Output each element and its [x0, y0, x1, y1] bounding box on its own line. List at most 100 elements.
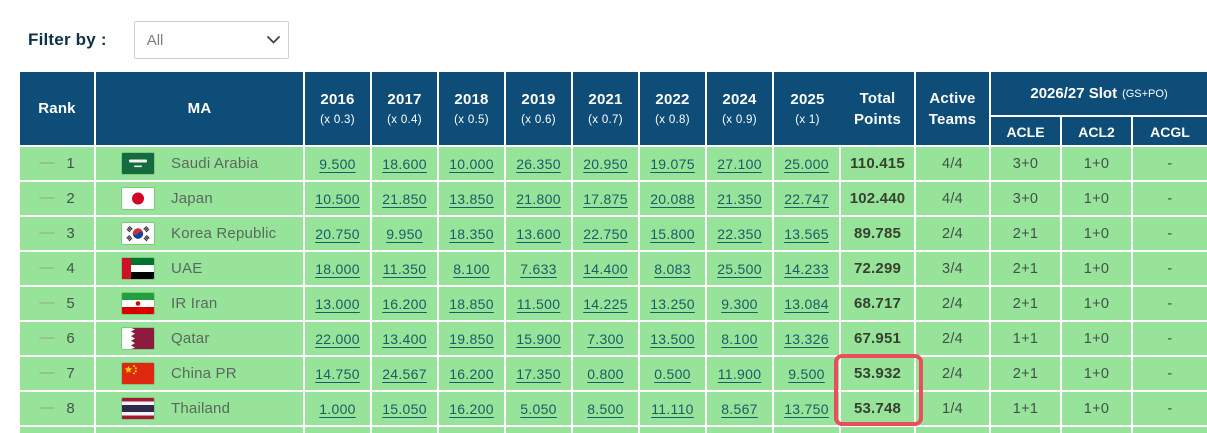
score-link-2024[interactable]: 11.900: [717, 365, 762, 382]
score-link-2022[interactable]: 11.110: [651, 400, 694, 417]
rank-cell: —5: [20, 287, 96, 320]
score-link-2025[interactable]: 14.233: [784, 260, 829, 277]
score-link-2021[interactable]: 0.800: [587, 365, 624, 382]
score-link-2025[interactable]: 13.084: [784, 295, 829, 312]
score-link-2022[interactable]: 13.500: [650, 330, 695, 347]
filter-select-wrap: All: [133, 21, 289, 59]
acgl-cell: -: [1167, 365, 1173, 382]
score-link-2017[interactable]: 9.950: [386, 225, 423, 242]
score-cell-2024: 25.500: [707, 252, 774, 285]
score-link-2017[interactable]: 13.400: [382, 330, 427, 347]
score-link-2022[interactable]: 15.800: [650, 225, 695, 242]
score-link-2018[interactable]: 18.850: [449, 295, 494, 312]
score-link-2018[interactable]: 19.850: [449, 330, 494, 347]
active-teams-cell: 2/4: [916, 217, 991, 250]
score-link-2021[interactable]: 8.500: [587, 400, 624, 417]
score-cell-2018: 8.100: [439, 252, 506, 285]
empty-cell: [305, 427, 372, 433]
flag-ir-iran-icon: [122, 293, 154, 314]
score-link-2019[interactable]: 15.900: [516, 330, 561, 347]
score-link-2022[interactable]: 8.083: [654, 260, 691, 277]
score-link-2017[interactable]: 21.850: [382, 190, 427, 207]
score-link-2017[interactable]: 18.600: [382, 155, 427, 172]
score-link-2025[interactable]: 9.500: [788, 365, 825, 382]
score-cell-2021: 22.750: [573, 217, 640, 250]
score-link-2019[interactable]: 26.350: [516, 155, 561, 172]
header-acl2: ACL2: [1062, 117, 1133, 147]
score-link-2021[interactable]: 14.400: [583, 260, 628, 277]
score-link-2024[interactable]: 21.350: [717, 190, 762, 207]
score-link-2018[interactable]: 10.000: [449, 155, 494, 172]
score-link-2021[interactable]: 14.225: [583, 295, 628, 312]
score-link-2022[interactable]: 19.075: [650, 155, 695, 172]
rank-number: 4: [66, 260, 75, 277]
acle-cell: 2+1: [991, 357, 1062, 390]
score-link-2017[interactable]: 15.050: [382, 400, 427, 417]
score-link-2016[interactable]: 20.750: [315, 225, 360, 242]
score-link-2016[interactable]: 10.500: [315, 190, 360, 207]
score-link-2019[interactable]: 17.350: [516, 365, 561, 382]
country-cell: UAE: [96, 252, 305, 285]
score-link-2019[interactable]: 7.633: [520, 260, 557, 277]
score-link-2024[interactable]: 22.350: [717, 225, 762, 242]
empty-cell: [96, 427, 305, 433]
score-cell-2022: 19.075: [640, 147, 707, 180]
score-cell-2025: 13.326: [774, 322, 841, 355]
score-link-2018[interactable]: 16.200: [449, 400, 494, 417]
score-link-2024[interactable]: 9.300: [721, 295, 758, 312]
score-cell-2019: 13.600: [506, 217, 573, 250]
acle-cell: 2+1: [991, 217, 1062, 250]
score-cell-2016: 22.000: [305, 322, 372, 355]
score-cell-2019: 7.633: [506, 252, 573, 285]
table-row-korea-republic: —3 Korea Republic 20.750 9.950 18.350 13.600 2…: [20, 217, 1207, 252]
score-link-2018[interactable]: 13.850: [449, 190, 494, 207]
score-link-2022[interactable]: 13.250: [650, 295, 695, 312]
rank-number: 8: [66, 400, 75, 417]
score-link-2025[interactable]: 13.750: [784, 400, 829, 417]
score-link-2018[interactable]: 18.350: [449, 225, 494, 242]
score-link-2025[interactable]: 22.747: [784, 190, 829, 207]
score-cell-2022: 8.083: [640, 252, 707, 285]
score-link-2021[interactable]: 17.875: [583, 190, 628, 207]
score-link-2016[interactable]: 13.000: [315, 295, 360, 312]
score-link-2018[interactable]: 16.200: [449, 365, 494, 382]
score-link-2016[interactable]: 14.750: [315, 365, 360, 382]
score-cell-2016: 14.750: [305, 357, 372, 390]
score-link-2024[interactable]: 8.567: [721, 400, 758, 417]
score-cell-2019: 21.800: [506, 182, 573, 215]
active-teams-cell: 4/4: [916, 147, 991, 180]
score-link-2017[interactable]: 11.350: [382, 260, 427, 277]
score-link-2025[interactable]: 13.326: [784, 330, 829, 347]
acgl-cell: -: [1167, 330, 1173, 347]
score-link-2024[interactable]: 8.100: [721, 330, 758, 347]
rank-cell: —3: [20, 217, 96, 250]
rank-change-icon: —: [39, 399, 54, 416]
filter-select[interactable]: All: [133, 21, 289, 59]
score-link-2016[interactable]: 1.000: [319, 400, 356, 417]
country-cell: Japan: [96, 182, 305, 215]
score-link-2017[interactable]: 24.567: [382, 365, 427, 382]
score-link-2022[interactable]: 0.500: [654, 365, 691, 382]
score-link-2019[interactable]: 21.800: [516, 190, 561, 207]
score-link-2024[interactable]: 25.500: [717, 260, 762, 277]
score-link-2022[interactable]: 20.088: [650, 190, 695, 207]
score-link-2016[interactable]: 9.500: [319, 155, 356, 172]
score-cell-2024: 8.567: [707, 392, 774, 425]
score-link-2019[interactable]: 5.050: [520, 400, 557, 417]
score-cell-2025: 9.500: [774, 357, 841, 390]
score-link-2016[interactable]: 22.000: [315, 330, 360, 347]
score-link-2017[interactable]: 16.200: [382, 295, 427, 312]
empty-cell: [916, 427, 991, 433]
score-link-2016[interactable]: 18.000: [315, 260, 360, 277]
score-link-2025[interactable]: 13.565: [784, 225, 829, 242]
score-link-2019[interactable]: 11.500: [516, 295, 561, 312]
score-link-2018[interactable]: 8.100: [453, 260, 490, 277]
score-link-2021[interactable]: 7.300: [587, 330, 624, 347]
score-link-2019[interactable]: 13.600: [516, 225, 561, 242]
score-link-2021[interactable]: 22.750: [583, 225, 628, 242]
rank-change-icon: —: [39, 224, 54, 241]
score-link-2025[interactable]: 25.000: [784, 155, 829, 172]
empty-cell: [20, 427, 96, 433]
score-link-2024[interactable]: 27.100: [717, 155, 762, 172]
score-link-2021[interactable]: 20.950: [583, 155, 628, 172]
